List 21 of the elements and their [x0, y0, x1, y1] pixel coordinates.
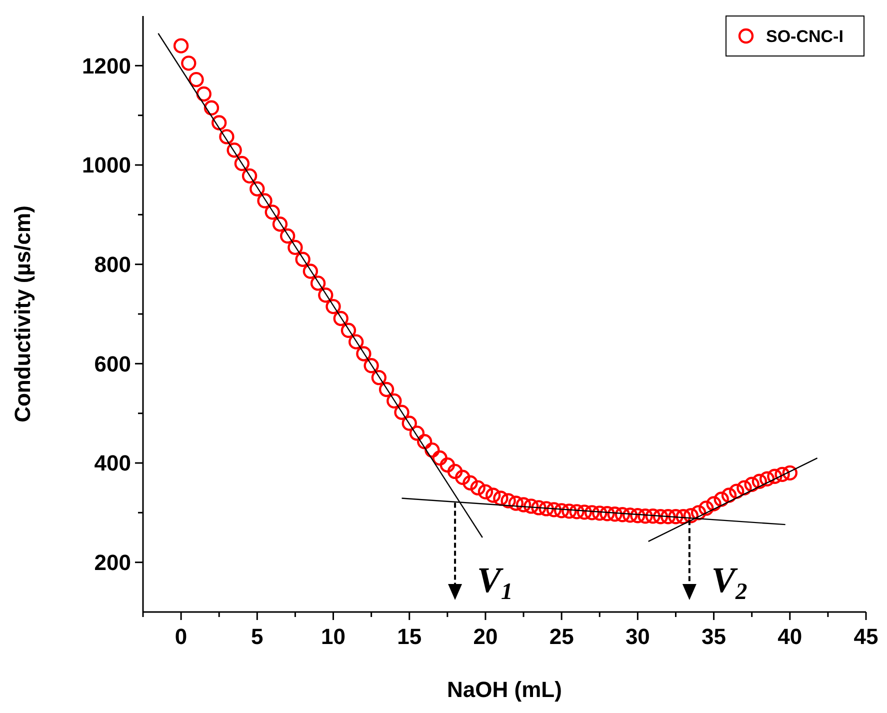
x-tick-label: 20 [473, 624, 498, 649]
annotation: V$_{1}$ [477, 560, 513, 605]
y-tick-label: 800 [94, 252, 131, 278]
x-axis-title: NaOH (mL) [447, 677, 562, 702]
x-tick-label: 15 [397, 624, 422, 649]
y-tick-label: 600 [94, 351, 131, 376]
x-tick-label: 25 [549, 624, 574, 649]
x-tick-label: 30 [625, 624, 650, 649]
y-tick-label: 1000 [82, 152, 131, 178]
annotation: V$_{2}$ [711, 560, 748, 605]
y-axis-title: Conductivity (µs/cm) [10, 206, 35, 422]
x-tick-label: 45 [854, 624, 878, 649]
y-tick-label: 1200 [82, 53, 131, 78]
legend-label: SO-CNC-I [766, 26, 844, 46]
x-tick-label: 5 [251, 624, 264, 649]
x-tick-label: 35 [702, 624, 726, 649]
x-tick-label: 40 [778, 624, 802, 649]
x-tick-label: 0 [174, 624, 188, 649]
x-tick-label: 10 [321, 624, 346, 649]
y-tick-label: 200 [94, 550, 131, 576]
y-tick-label: 400 [94, 450, 131, 476]
